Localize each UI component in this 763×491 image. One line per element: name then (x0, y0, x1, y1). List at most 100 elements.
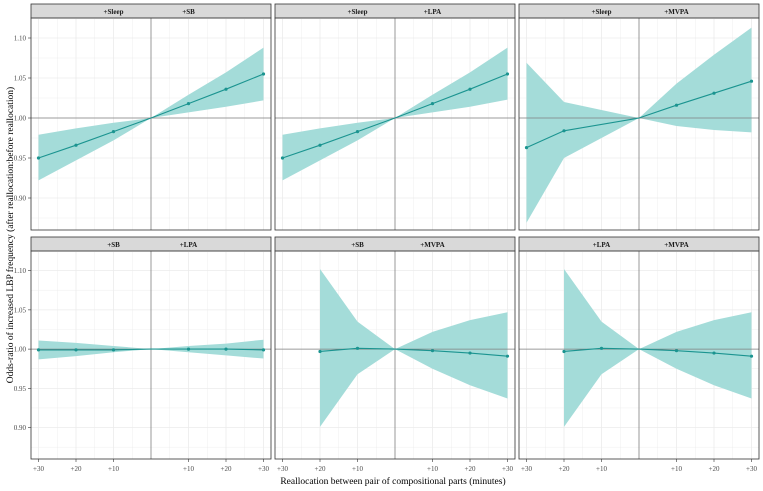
data-point (224, 87, 228, 91)
y-tick-label: 1.05 (14, 306, 27, 314)
confidence-band (320, 269, 508, 427)
y-axis-title: Odds-ratio of increased LBP frequency (a… (5, 87, 16, 383)
panel: +LPA +MVPA (518, 236, 760, 462)
panel: +Sleep +MVPA (518, 3, 760, 231)
y-tick-label: 1.05 (14, 75, 27, 83)
y-tick-label: 0.95 (14, 385, 27, 393)
data-point (355, 346, 360, 350)
x-tick-label: +30 (521, 465, 532, 473)
data-point (36, 348, 41, 352)
x-tick-label: +10 (352, 465, 363, 473)
panel-strip (274, 3, 516, 19)
data-point (318, 349, 322, 354)
data-point (712, 351, 716, 355)
panel-border (518, 250, 760, 460)
strip-label-left: +SB (107, 241, 120, 249)
data-point (430, 349, 435, 353)
panel-strip (30, 3, 272, 19)
panel-border (274, 17, 516, 231)
data-point (505, 354, 510, 358)
strip-label-right: +LPA (424, 8, 441, 16)
confidence-band (282, 47, 508, 181)
data-point (599, 346, 604, 350)
x-tick-label: +20 (221, 465, 232, 473)
panel-strip (518, 3, 760, 19)
panel-strip (518, 236, 760, 252)
data-point (562, 129, 566, 133)
x-tick-label: +30 (277, 465, 288, 473)
panel-border (30, 17, 272, 231)
strip-label-right: +MVPA (664, 8, 688, 16)
data-point (318, 143, 322, 147)
data-point (261, 348, 266, 352)
data-point (524, 146, 529, 150)
panel: +SB +LPA (28, 236, 272, 462)
panel: +Sleep +LPA (274, 3, 516, 231)
x-axis-title: Reallocation between pair of composition… (280, 476, 505, 487)
y-tick-label: 1.00 (14, 115, 27, 123)
x-tick-label: +20 (465, 465, 476, 473)
x-tick-label: +30 (258, 465, 269, 473)
strip-label-right: +MVPA (664, 241, 688, 249)
panel: +SB +MVPA (274, 236, 516, 462)
data-point (505, 72, 510, 76)
strip-label-left: +Sleep (104, 8, 124, 16)
panel-strip (30, 236, 272, 252)
panel-border (30, 250, 272, 460)
data-point (430, 102, 435, 106)
x-tick-label: +20 (559, 465, 570, 473)
x-tick-label: +20 (709, 465, 720, 473)
data-point (355, 130, 360, 134)
y-tick-label: 0.95 (14, 155, 27, 163)
x-tick-label: +20 (71, 465, 82, 473)
series-line (563, 347, 752, 357)
data-point (280, 156, 285, 160)
panel-strip (274, 236, 516, 252)
strip-label-left: +SB (351, 241, 364, 249)
data-point (111, 348, 116, 352)
strip-label-left: +Sleep (592, 8, 612, 16)
strip-label-right: +MVPA (420, 241, 444, 249)
data-point (712, 91, 716, 95)
y-tick-labels: 0.90 0.95 1.00 1.05 1.10 0.90 0.95 1.00 1.05 1.10 (14, 35, 27, 433)
data-point (562, 349, 566, 354)
y-tick-label: 1.10 (14, 35, 27, 43)
strip-label-right: +LPA (180, 241, 197, 249)
data-point (36, 156, 41, 160)
data-point (186, 347, 191, 351)
x-tick-label: +30 (502, 465, 513, 473)
data-point (674, 349, 679, 353)
data-point (674, 103, 679, 107)
confidence-band (526, 27, 752, 223)
panel-border (274, 250, 516, 460)
data-point (749, 354, 754, 358)
series-line (319, 347, 508, 357)
confidence-band (564, 269, 752, 427)
data-point (74, 348, 78, 352)
data-point (468, 87, 472, 91)
panel-border (518, 17, 760, 231)
series-line (526, 80, 752, 149)
data-point (111, 130, 116, 134)
confidence-band (38, 339, 264, 360)
y-tick-label: 0.90 (14, 195, 27, 203)
x-tick-label: +10 (183, 465, 194, 473)
y-tick-label: 0.90 (14, 424, 27, 432)
data-point (186, 102, 191, 106)
strip-label-left: +Sleep (348, 8, 368, 16)
data-point (749, 79, 754, 83)
x-tick-label: +30 (746, 465, 757, 473)
x-tick-label: +20 (315, 465, 326, 473)
strip-label-right: +SB (182, 8, 195, 16)
data-point (74, 143, 78, 147)
x-tick-label: +10 (671, 465, 682, 473)
x-tick-label: +30 (33, 465, 44, 473)
x-tick-labels: +30 +20 +10 +10 +20 +30 +30 +20 +10 +10 +20 +30 +30 +… (33, 465, 757, 473)
data-point (224, 347, 228, 351)
data-point (261, 72, 266, 76)
strip-label-left: +LPA (593, 241, 610, 249)
panels-layer: +Sleep +SB +Sleep +LPA +Sleep +MVPA+SB +LPA +SB… (28, 3, 760, 462)
panel: +Sleep +SB (28, 3, 272, 231)
x-tick-label: +10 (596, 465, 607, 473)
x-tick-label: +10 (108, 465, 119, 473)
